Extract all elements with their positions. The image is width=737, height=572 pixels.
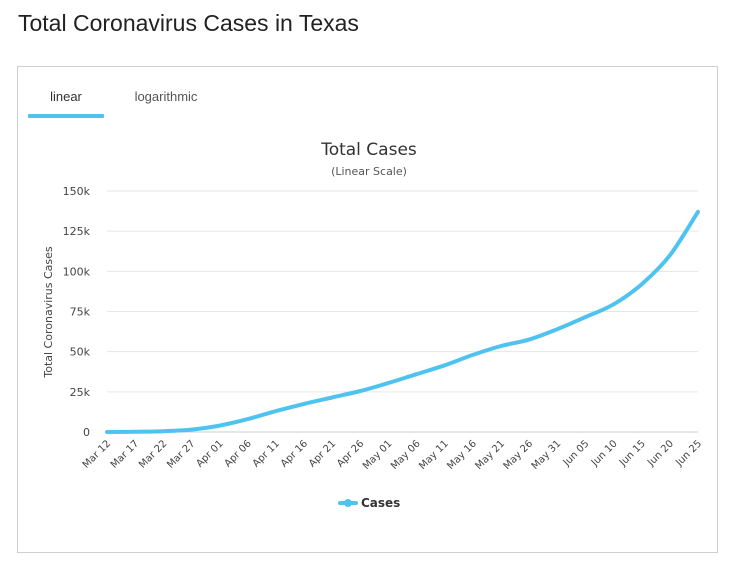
chart-card: linear logarithmic Total Cases (Linear S… [17,66,718,553]
tab-logarithmic-label: logarithmic [134,89,198,104]
x-tick-label: Apr 06 [223,438,254,469]
x-tick-label: May 26 [502,438,536,472]
data-point[interactable] [696,210,700,214]
data-point[interactable] [330,395,334,399]
x-tick-label: Mar 22 [137,438,169,470]
scale-tabs: linear logarithmic [28,83,328,119]
x-tick-label: Jun 25 [673,438,704,469]
data-point[interactable] [161,429,165,433]
chart-subtitle: (Linear Scale) [331,165,407,178]
x-tick-label: Jun 15 [617,438,648,469]
data-point[interactable] [640,282,644,286]
active-tab-indicator [28,114,104,118]
tab-logarithmic[interactable]: logarithmic [114,83,218,119]
data-point[interactable] [612,302,616,306]
tab-linear[interactable]: linear [28,83,104,119]
y-tick-label: 125k [63,225,91,238]
y-tick-label: 75k [70,306,91,319]
y-tick-label: 0 [83,426,90,439]
data-point[interactable] [246,417,250,421]
x-tick-label: May 06 [389,438,423,472]
data-point[interactable] [583,315,587,319]
data-point[interactable] [218,424,222,428]
data-point[interactable] [386,381,390,385]
series-line-cases[interactable] [105,209,700,434]
x-tick-label: Apr 11 [251,438,282,469]
data-point[interactable] [105,430,109,434]
y-tick-label: 100k [63,265,91,278]
legend[interactable]: Cases [338,496,400,510]
page-title: Total Coronavirus Cases in Texas [18,10,359,36]
x-tick-label: May 31 [530,438,564,472]
x-tick-label: Jun 10 [589,438,620,469]
tab-linear-label: linear [50,89,82,104]
y-axis-ticks: 0 25k 50k 75k 100k 125k 150k [63,185,91,439]
x-tick-label: Apr 21 [307,438,338,469]
x-tick-label: May 21 [473,438,507,472]
x-tick-label: Apr 16 [279,438,310,469]
data-point[interactable] [471,353,475,357]
x-tick-label: Apr 01 [194,438,225,469]
data-point[interactable] [555,327,559,331]
data-point[interactable] [527,338,531,342]
line-chart: Total Cases (Linear Scale) Total Coronav… [42,140,704,510]
x-tick-label: Mar 12 [81,438,113,470]
y-tick-label: 25k [70,386,91,399]
data-point[interactable] [668,253,672,257]
x-tick-label: May 16 [445,438,479,472]
data-point[interactable] [358,389,362,393]
data-point[interactable] [274,409,278,413]
x-tick-label: Mar 27 [165,438,197,470]
x-tick-label: Jun 20 [645,438,676,469]
data-point[interactable] [133,430,137,434]
chart-title: Total Cases [320,140,417,160]
x-tick-label: Jun 05 [561,438,592,469]
y-axis-title: Total Coronavirus Cases [42,246,55,379]
data-point[interactable] [189,428,193,432]
series-layer [105,209,700,434]
x-tick-label: May 01 [361,438,395,472]
x-tick-label: May 11 [417,438,451,472]
data-point[interactable] [415,372,419,376]
y-tick-label: 150k [63,185,91,198]
data-point[interactable] [302,402,306,406]
y-tick-label: 50k [70,346,91,359]
grid-lines [107,190,698,433]
legend-label-cases: Cases [361,496,400,510]
legend-marker-icon [344,499,352,507]
data-point[interactable] [443,363,447,367]
data-point[interactable] [499,344,503,348]
x-tick-label: Mar 17 [109,438,141,470]
